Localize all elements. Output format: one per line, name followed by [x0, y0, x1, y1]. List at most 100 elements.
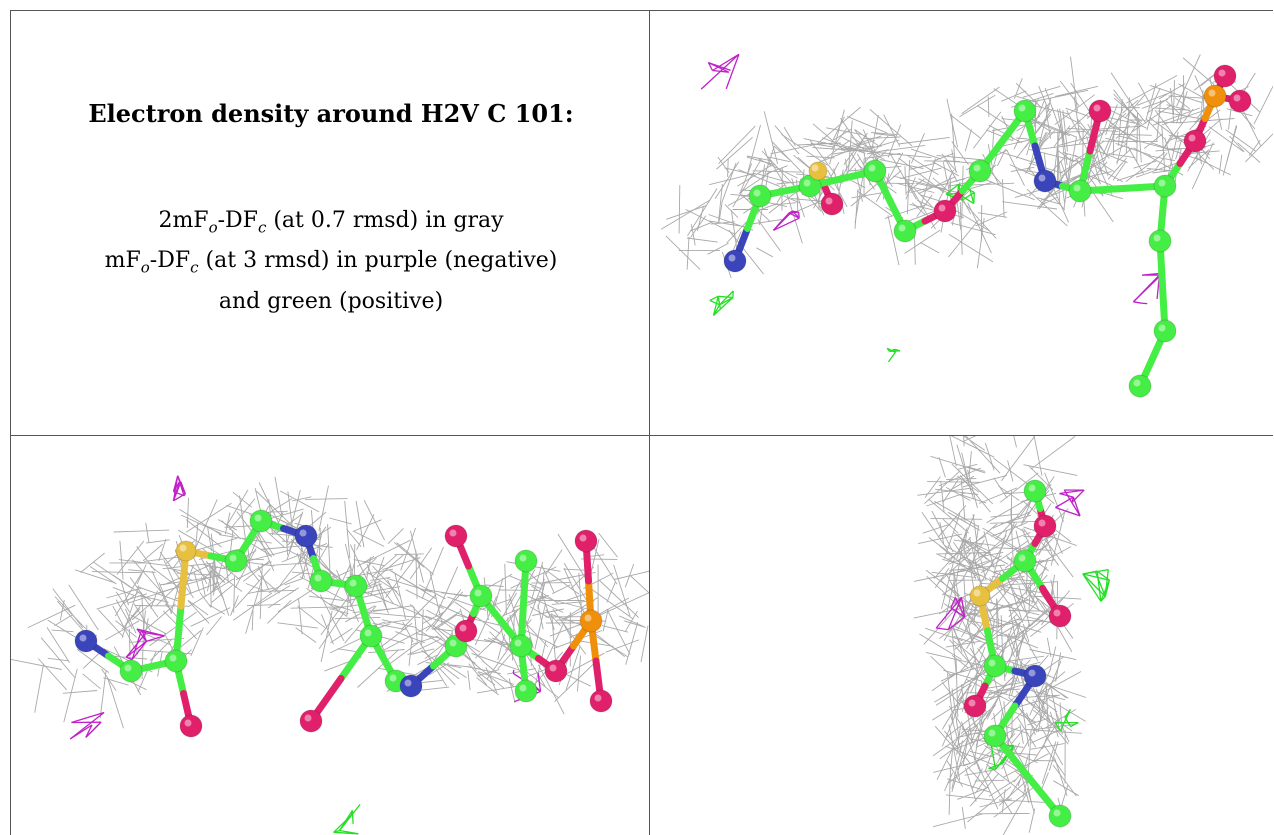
mesh-segment	[766, 165, 788, 175]
mesh-segment	[1002, 201, 1058, 210]
atom-carbon	[509, 634, 533, 658]
mesh-segment	[1022, 623, 1030, 643]
mesh-segment	[366, 556, 372, 580]
atom-highlight	[1153, 234, 1161, 242]
mesh-segment	[993, 457, 1034, 489]
mesh-segment	[840, 117, 861, 148]
mesh-segment	[121, 608, 141, 630]
mesh-segment	[355, 500, 365, 548]
cage-segment	[97, 721, 102, 726]
mesh-segment	[1115, 125, 1130, 140]
mesh-segment	[962, 474, 1007, 488]
mesh-segment	[508, 678, 516, 704]
mesh-segment	[306, 588, 348, 617]
mesh-segment	[27, 604, 76, 629]
middle-divider	[10, 435, 1273, 436]
cage-segment	[1071, 489, 1085, 503]
mesh-segment	[967, 469, 978, 509]
mesh-segment	[187, 600, 210, 624]
negative-density-cage	[773, 210, 800, 231]
cage-segment	[85, 724, 93, 738]
mesh-segment	[931, 671, 959, 692]
mesh-segment	[910, 133, 925, 164]
atom-carbon	[514, 679, 538, 703]
mesh-segment	[1059, 80, 1080, 106]
mesh-segment	[1016, 599, 1039, 628]
mesh-segment	[989, 601, 1040, 616]
mesh-segment	[1146, 107, 1154, 131]
mesh-segment	[402, 621, 414, 643]
mesh-segment	[932, 161, 959, 177]
atom-highlight	[1018, 554, 1026, 562]
mesh-segment	[329, 600, 382, 610]
mesh-segment	[606, 581, 616, 603]
mesh-segment	[143, 556, 178, 562]
mesh-segment	[966, 678, 1010, 702]
mesh-segment	[884, 204, 927, 219]
mesh-segment	[996, 599, 1000, 629]
mesh-segment	[951, 113, 956, 163]
mesh-segment	[763, 145, 775, 179]
mesh-segment	[1043, 744, 1066, 777]
cage-segment	[773, 217, 800, 231]
mesh-segment	[965, 466, 986, 472]
mesh-segment	[474, 616, 490, 646]
mesh-segment	[709, 172, 757, 186]
mesh-segment	[598, 532, 618, 558]
mesh-segment	[158, 582, 173, 614]
mesh-segment	[209, 604, 226, 615]
cage-segment	[960, 597, 966, 618]
mesh-segment	[969, 750, 995, 758]
mesh-segment	[420, 686, 450, 691]
cage-segment	[886, 347, 896, 353]
mesh-segment	[46, 627, 70, 663]
mesh-segment	[1030, 743, 1065, 750]
cage-segment	[339, 803, 361, 831]
mesh-segment	[489, 631, 513, 654]
mesh-segment	[285, 532, 289, 556]
mesh-segment	[564, 609, 585, 620]
mesh-segment	[986, 685, 1006, 720]
mesh-segment	[931, 510, 954, 553]
mesh-segment	[405, 589, 445, 610]
mesh-segment	[1222, 125, 1237, 176]
mesh-segment	[989, 689, 1022, 699]
top-border	[10, 10, 1273, 11]
mesh-segment	[724, 204, 739, 218]
mesh-segment	[988, 778, 1017, 797]
mesh-segment	[938, 599, 959, 615]
cage-segment	[773, 222, 781, 231]
atom-oxygen	[1213, 64, 1237, 88]
mesh-segment	[413, 606, 418, 642]
mesh-segment	[91, 571, 142, 574]
mesh-segment	[239, 495, 247, 546]
mesh-segment	[1038, 142, 1090, 150]
atom-highlight	[169, 654, 177, 662]
mesh-segment	[107, 678, 124, 729]
mesh-segment	[137, 586, 184, 604]
mesh-segment	[286, 539, 295, 560]
description-line-1: 2mFo-DFc (at 0.7 rmsd) in gray	[158, 208, 504, 237]
mesh-segment	[1018, 585, 1031, 628]
cage-segment	[950, 607, 966, 618]
mesh-segment	[1040, 600, 1052, 616]
mesh-segment	[80, 552, 105, 573]
cage-segment	[1133, 301, 1142, 304]
mesh-segment	[40, 637, 76, 678]
mesh-segment	[924, 160, 960, 162]
mesh-segment	[905, 177, 916, 200]
atom-sulfur	[175, 540, 197, 562]
atom-highlight	[474, 589, 482, 597]
mesh-segment	[1229, 135, 1245, 153]
mesh-segment	[971, 768, 983, 790]
mesh-segment	[136, 564, 147, 585]
molecule-mesh-end-view-icon	[913, 436, 1111, 835]
cage-segment	[1072, 496, 1081, 517]
center-divider	[649, 10, 650, 835]
mesh-segment	[961, 452, 972, 491]
mesh-segment	[431, 589, 462, 630]
atom-oxygen	[179, 714, 203, 738]
mesh-segment	[1093, 117, 1109, 159]
mesh-segment	[1034, 546, 1072, 567]
mesh-segment	[387, 641, 421, 666]
